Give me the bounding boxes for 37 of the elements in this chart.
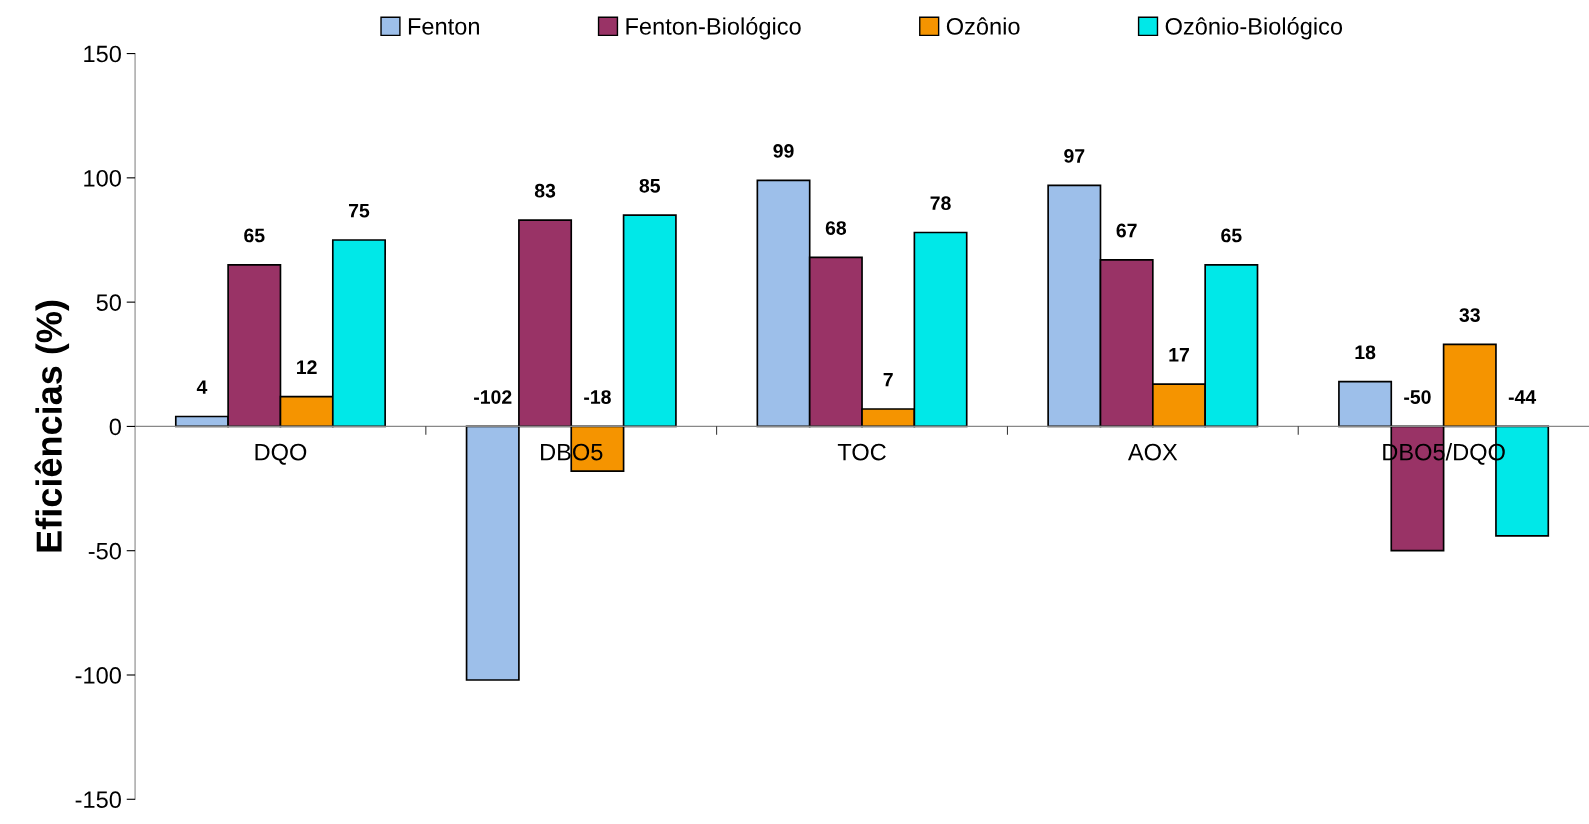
y-tick-label: -50 xyxy=(88,542,121,560)
x-tick-label: DBO5 xyxy=(541,443,603,461)
data-label: 65 xyxy=(244,228,265,243)
x-tick-label: AOX xyxy=(1127,443,1178,461)
data-label: 65 xyxy=(1221,228,1242,243)
x-tick-label: DQO xyxy=(255,443,307,465)
y-axis-title: Eficiências (%) xyxy=(34,300,70,552)
data-label: 75 xyxy=(348,203,370,218)
data-label: 67 xyxy=(1116,223,1137,238)
y-tick-label: 100 xyxy=(84,169,121,187)
legend-label: Ozônio-Biológico xyxy=(1165,17,1343,40)
y-tick-label: -100 xyxy=(75,667,121,684)
y-tick-label: 50 xyxy=(96,294,121,311)
data-label: 33 xyxy=(1459,308,1480,322)
data-label: 12 xyxy=(297,360,317,374)
data-label: 18 xyxy=(1355,345,1376,360)
data-label: -102 xyxy=(474,390,512,404)
x-tick-label: DBO5/DQO xyxy=(1383,443,1505,465)
y-tick-label: -150 xyxy=(75,791,121,809)
data-label: 85 xyxy=(639,178,661,193)
data-label: 83 xyxy=(534,183,556,198)
data-label: -44 xyxy=(1508,390,1537,404)
data-label: 78 xyxy=(930,196,951,211)
data-label: 4 xyxy=(196,380,208,394)
data-label: 17 xyxy=(1169,348,1189,362)
data-label: -18 xyxy=(584,390,611,404)
data-label: 7 xyxy=(883,372,893,387)
y-tick-label: 150 xyxy=(84,45,121,63)
data-label: 99 xyxy=(773,144,794,158)
data-label: -50 xyxy=(1404,390,1431,404)
data-label: 68 xyxy=(825,221,847,235)
legend-label: Fenton-Biológico xyxy=(626,17,801,40)
data-label: 97 xyxy=(1064,149,1085,163)
y-tick-label: 0 xyxy=(109,418,121,436)
legend-label: Ozônio xyxy=(946,17,1020,35)
legend-label: Fenton xyxy=(408,18,479,35)
x-tick-label: TOC xyxy=(837,443,886,461)
